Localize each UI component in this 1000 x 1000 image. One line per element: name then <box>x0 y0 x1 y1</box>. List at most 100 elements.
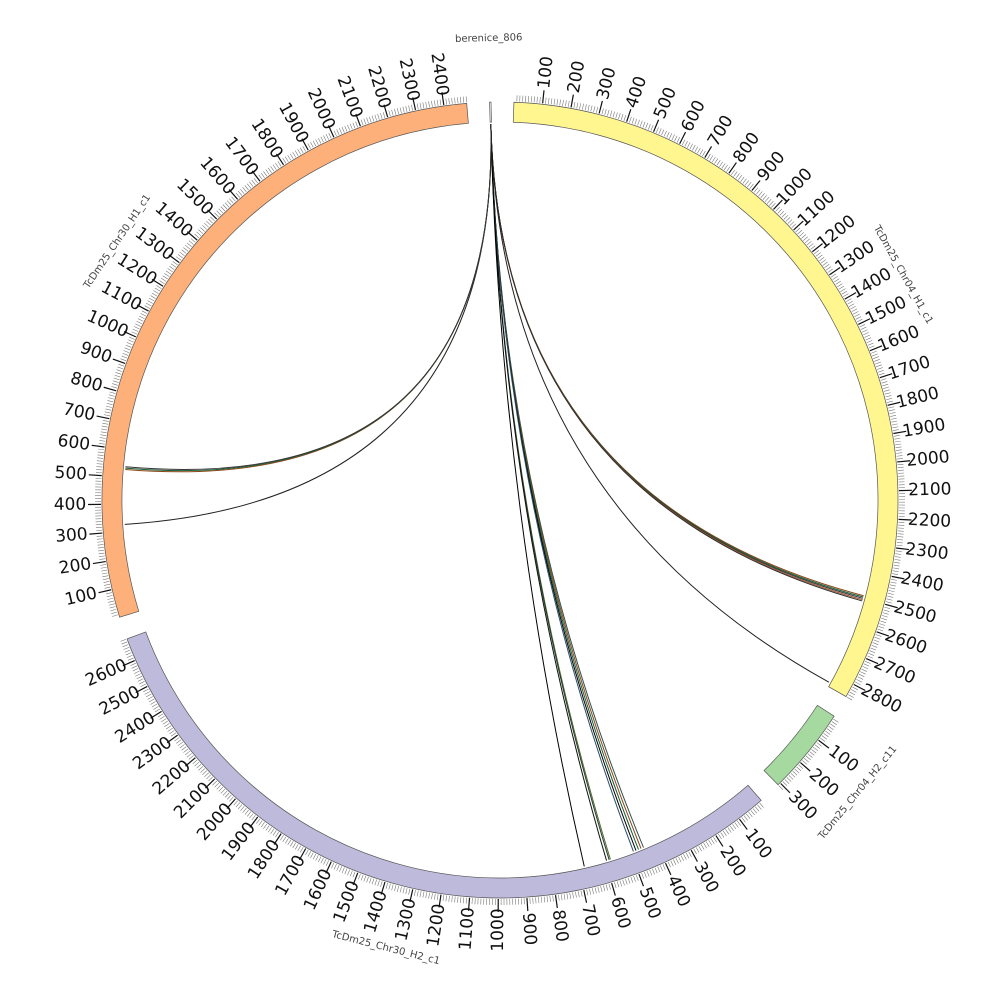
minor-tick <box>563 893 566 900</box>
tick-label: 400 <box>54 495 87 515</box>
minor-tick <box>614 882 617 889</box>
minor-tick <box>235 802 241 808</box>
major-tick <box>570 94 574 108</box>
minor-tick <box>661 129 665 136</box>
minor-tick <box>734 822 739 828</box>
minor-tick <box>872 353 878 357</box>
minor-tick <box>758 191 763 197</box>
minor-tick <box>553 98 556 105</box>
minor-tick <box>237 804 243 810</box>
minor-tick <box>573 101 576 108</box>
major-tick <box>811 243 823 253</box>
minor-tick <box>101 425 108 428</box>
minor-tick <box>457 97 459 104</box>
minor-tick <box>888 406 895 409</box>
minor-tick <box>811 749 817 754</box>
major-tick <box>865 657 879 665</box>
minor-tick <box>870 350 877 354</box>
tick-label: 600 <box>56 431 91 455</box>
minor-tick <box>693 848 697 855</box>
minor-tick <box>881 615 888 618</box>
minor-tick <box>145 302 152 307</box>
minor-tick <box>725 829 730 835</box>
major-tick <box>185 757 196 767</box>
major-tick <box>858 318 871 325</box>
minor-tick <box>629 116 632 123</box>
minor-tick <box>669 133 673 139</box>
minor-tick <box>200 227 206 232</box>
minor-tick <box>650 124 654 131</box>
minor-tick <box>439 99 442 106</box>
minor-tick <box>789 221 795 226</box>
major-tick <box>98 589 112 594</box>
minor-tick <box>700 844 705 850</box>
minor-tick <box>766 198 772 204</box>
major-tick <box>136 304 149 312</box>
minor-tick <box>159 715 165 720</box>
minor-tick <box>750 810 755 816</box>
minor-tick <box>546 896 548 903</box>
minor-tick <box>733 171 738 177</box>
minor-tick <box>132 668 139 672</box>
minor-tick <box>896 544 903 547</box>
minor-tick <box>165 270 172 275</box>
major-tick <box>168 254 180 264</box>
minor-tick <box>374 879 378 886</box>
minor-tick <box>874 636 881 640</box>
major-tick <box>679 131 687 145</box>
major-tick <box>103 386 117 392</box>
minor-tick <box>123 350 130 354</box>
minor-tick <box>292 842 297 849</box>
major-tick <box>151 278 164 287</box>
minor-tick <box>831 721 838 726</box>
minor-tick <box>181 746 187 751</box>
major-tick <box>383 104 389 118</box>
major-tick <box>583 889 588 903</box>
minor-tick <box>863 332 869 336</box>
minor-tick <box>748 811 753 818</box>
minor-tick <box>850 689 857 693</box>
major-tick <box>441 92 445 106</box>
minor-tick <box>105 405 112 408</box>
minor-tick <box>559 99 561 106</box>
tick-label: 2000 <box>906 447 951 471</box>
major-tick <box>112 358 126 365</box>
segments-layer <box>101 101 899 899</box>
minor-tick <box>868 652 875 656</box>
minor-tick <box>289 841 294 847</box>
minor-tick <box>890 417 897 420</box>
minor-tick <box>244 809 249 815</box>
major-tick <box>226 798 236 809</box>
link-tcdm25-chr30-h2-c1 <box>490 124 608 861</box>
minor-tick <box>771 202 776 208</box>
minor-tick <box>161 718 167 723</box>
minor-tick <box>879 623 886 626</box>
link-tcdm25-chr30-h2-c1 <box>490 124 611 860</box>
minor-tick <box>292 151 296 158</box>
minor-tick <box>216 784 222 790</box>
minor-tick <box>824 264 830 269</box>
minor-tick <box>294 844 299 850</box>
tick-label: 1000 <box>488 908 508 951</box>
minor-tick <box>753 187 759 193</box>
minor-tick <box>315 139 319 145</box>
minor-tick <box>596 106 599 113</box>
minor-tick <box>462 96 465 103</box>
minor-tick <box>265 169 270 175</box>
minor-tick <box>312 140 317 147</box>
minor-tick <box>816 742 822 747</box>
minor-tick <box>108 394 115 397</box>
minor-tick <box>97 541 104 543</box>
minor-tick <box>242 187 247 193</box>
major-tick <box>853 683 866 692</box>
minor-tick <box>880 378 887 381</box>
minor-tick <box>616 881 620 888</box>
minor-tick <box>442 894 445 902</box>
minor-tick <box>102 420 109 422</box>
minor-tick <box>885 601 892 604</box>
minor-tick <box>416 890 419 897</box>
minor-tick <box>388 883 391 890</box>
major-tick <box>96 415 110 420</box>
minor-tick <box>892 573 899 575</box>
minor-tick <box>204 772 209 778</box>
